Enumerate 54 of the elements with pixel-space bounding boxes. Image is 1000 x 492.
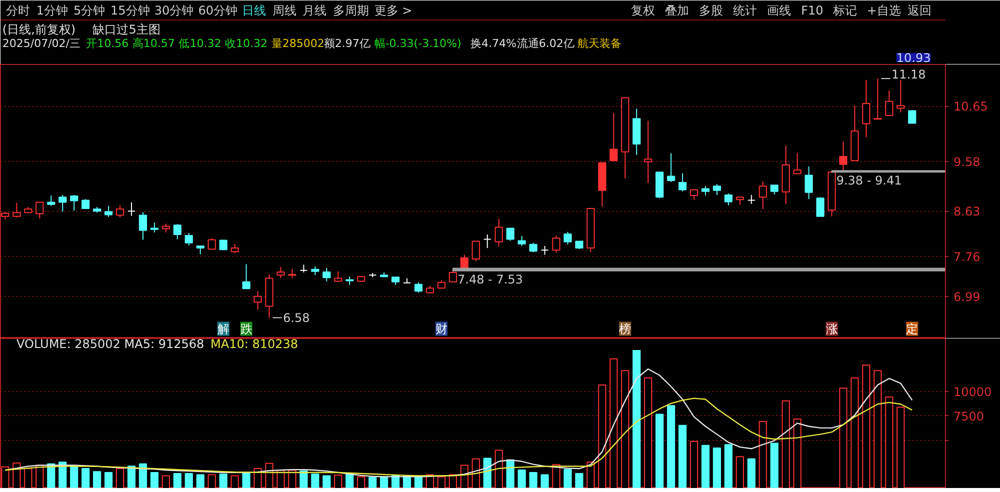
annotation: 11.18 [891, 68, 926, 82]
text: 航天装备 [578, 37, 622, 50]
text: 收10.32 [225, 37, 268, 50]
text: 叠加 [665, 4, 690, 18]
text: 30分钟 [154, 4, 194, 18]
text: 周线 [272, 4, 296, 18]
y-tick-label: 6.99 [954, 290, 980, 304]
text: 分时 [6, 4, 30, 18]
y-tick-label: 9.58 [954, 155, 980, 170]
text: 更多 > [374, 4, 412, 18]
text: F10 [801, 4, 824, 18]
annotation: MA5: 912568 [124, 336, 204, 351]
text: 日线 [242, 4, 266, 18]
text: 复权 [631, 4, 656, 18]
text: 额2.97亿 [324, 37, 370, 50]
text: 换4.74% [470, 37, 516, 50]
band-label: 7.48 - 7.53 [458, 272, 523, 286]
y-tick-label: 7.76 [954, 250, 980, 264]
annotation: 财 [435, 322, 448, 336]
text: 量285002 [271, 37, 324, 50]
annotation: MA10: 810238 [210, 336, 298, 351]
annotation: 定 [906, 322, 918, 336]
text: 低10.32 [178, 37, 222, 50]
y-tick-label: 8.63 [954, 204, 980, 219]
text: 画线 [767, 4, 792, 18]
text: 流通6.02亿 [516, 37, 574, 50]
text: 高10.57 [132, 37, 175, 50]
chart-title: VOLUME: 285002 [16, 336, 120, 351]
annotation: 解 [217, 322, 230, 336]
text: 月线 [302, 4, 327, 18]
chart-subtitle: 缺口过5主图 [92, 22, 160, 36]
annotation: 涨 [826, 322, 838, 336]
y-tick-label: 10000 [954, 385, 992, 400]
text: +自选 [866, 4, 901, 18]
annotation: 10.93 [896, 51, 931, 65]
band-label: 9.38 - 9.41 [836, 174, 902, 188]
annotation: 6.58 [283, 311, 310, 326]
annotation: 跌 [240, 322, 252, 336]
text: 开10.56 [86, 37, 129, 50]
y-tick-label: 10.65 [954, 100, 988, 114]
text: 1分钟 [36, 4, 68, 18]
text: 2025/07/02/三 [2, 37, 80, 50]
text: 60分钟 [198, 4, 238, 18]
text: 15分钟 [110, 4, 150, 18]
text: 返回 [908, 4, 932, 18]
annotation: 榜 [619, 322, 632, 336]
chart-title: (日线,前复权) [2, 22, 76, 36]
text: 多股 [699, 4, 724, 18]
text: 统计 [733, 4, 758, 18]
y-tick-label: 7500 [954, 409, 984, 424]
text: 5分钟 [73, 4, 106, 18]
text: 多周期 [332, 4, 369, 18]
text: 幅-0.33(-3.10%) [374, 37, 462, 50]
text: 标记 [832, 4, 857, 18]
